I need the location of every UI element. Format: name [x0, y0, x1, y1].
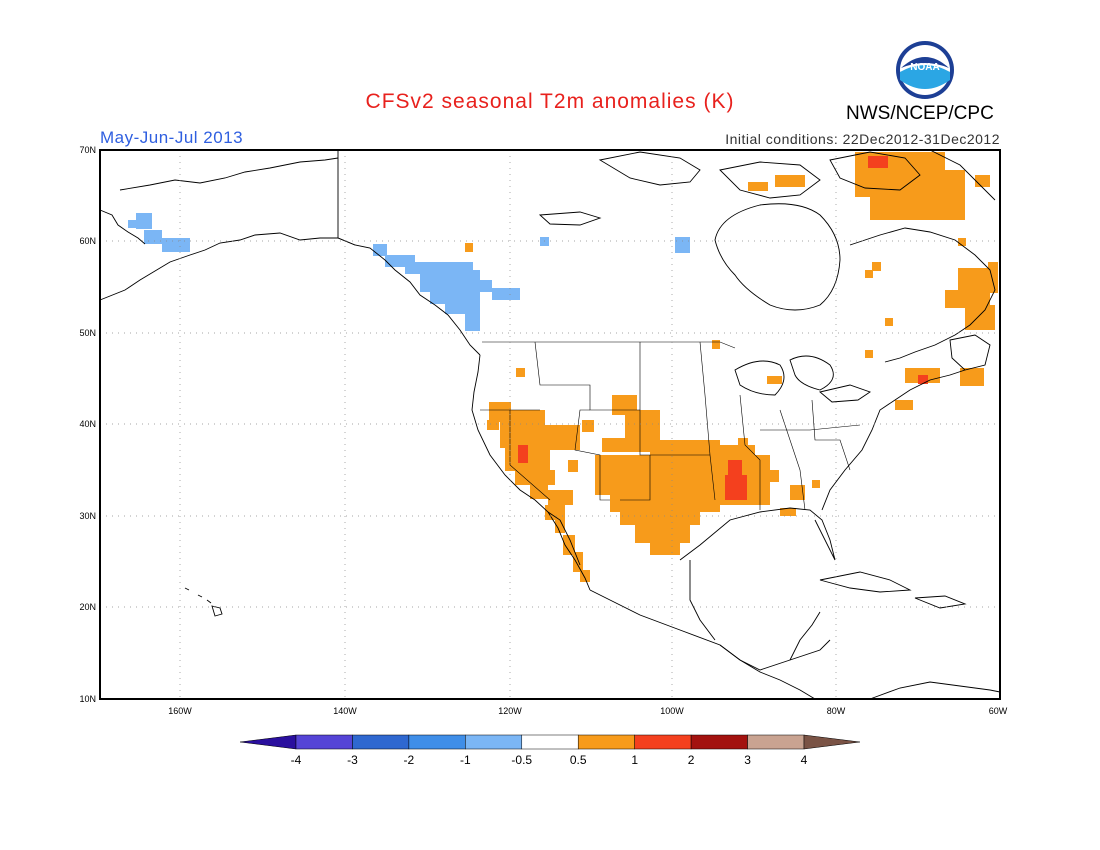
- map-gridlines: [100, 150, 1000, 699]
- colorbar-segment: [577, 734, 635, 750]
- colorbar: -4 -3 -2 -1 -0.5 0.5 1 2 3 4: [239, 734, 861, 767]
- lat-tick: 40N: [79, 419, 96, 429]
- lon-tick: 140W: [333, 706, 357, 716]
- colorbar-segments: [239, 734, 861, 750]
- colorbar-arrow-high: [803, 734, 861, 750]
- map-background: [100, 150, 1000, 699]
- lat-tick: 60N: [79, 236, 96, 246]
- colorbar-arrow-low: [239, 734, 297, 750]
- colorbar-labels: -4 -3 -2 -1 -0.5 0.5 1 2 3 4: [291, 753, 808, 767]
- lon-tick: 80W: [827, 706, 846, 716]
- colorbar-segment: [408, 734, 466, 750]
- colorbar-label: -0.5: [511, 753, 532, 767]
- lon-axis: 160W 140W 120W 100W 80W 60W: [168, 706, 1008, 716]
- lon-tick: 160W: [168, 706, 192, 716]
- lat-tick: 20N: [79, 602, 96, 612]
- noaa-logo-text: NOAA: [910, 62, 939, 73]
- colorbar-label: -1: [460, 753, 471, 767]
- colorbar-segment: [521, 734, 579, 750]
- colorbar-segment: [352, 734, 410, 750]
- colorbar-label: -4: [291, 753, 302, 767]
- map-border: [99, 149, 1001, 700]
- colorbar-label: -2: [404, 753, 415, 767]
- lat-tick: 10N: [79, 694, 96, 704]
- lon-tick: 60W: [989, 706, 1008, 716]
- colorbar-label: 4: [801, 753, 808, 767]
- colorbar-segment: [690, 734, 748, 750]
- pacific-northwest-cool: [373, 244, 520, 331]
- colorbar-label: -3: [347, 753, 358, 767]
- lat-tick: 50N: [79, 328, 96, 338]
- initial-conditions: Initial conditions: 22Dec2012-31Dec2012: [725, 131, 1000, 147]
- colorbar-segment: [465, 734, 523, 750]
- colorbar-segment: [747, 734, 805, 750]
- chart-title: CFSv2 seasonal T2m anomalies (K): [365, 90, 735, 113]
- lat-axis: 70N 60N 50N 40N 30N 20N 10N: [79, 145, 96, 704]
- colorbar-label: 2: [688, 753, 695, 767]
- state-borders: [480, 341, 861, 511]
- forecast-period: May-Jun-Jul 2013: [100, 128, 244, 147]
- lon-tick: 120W: [498, 706, 522, 716]
- coastlines: [99, 149, 1001, 700]
- colorbar-segment: [634, 734, 692, 750]
- agency-label: NWS/NCEP/CPC: [846, 103, 994, 124]
- lat-tick: 30N: [79, 511, 96, 521]
- colorbar-label: 0.5: [570, 753, 587, 767]
- alaska-cool: [128, 213, 690, 253]
- noaa-logo: NOAA: [896, 41, 954, 99]
- colorbar-segment: [295, 734, 353, 750]
- colorbar-label: 1: [631, 753, 638, 767]
- colorbar-label: 3: [744, 753, 751, 767]
- lat-tick: 70N: [79, 145, 96, 155]
- lon-tick: 100W: [660, 706, 684, 716]
- hot-core: [518, 156, 928, 500]
